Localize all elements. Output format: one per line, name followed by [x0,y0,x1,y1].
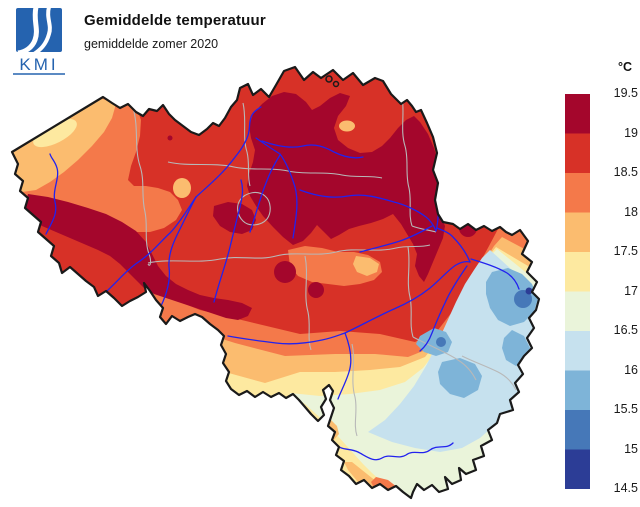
river-leie [99,196,197,298]
river-scheldt-lower [195,106,262,198]
temp-region-brabant-orange-patch [288,246,382,286]
legend-colorbar [565,94,590,489]
river-vesdre [470,258,520,290]
province-border-brussels-region [237,191,271,226]
temp-region-coast-light-orange [12,98,116,192]
river-meuse-liege-north [436,227,471,263]
legend-tick-19.5: 19.5 [613,86,638,100]
legend-swatch-15.5-16 [565,370,590,411]
river-dijle [279,153,298,239]
legend-tick-14.5: 14.5 [613,481,638,495]
legend-swatch-18.5-19 [565,133,590,174]
kmi-logo: KMI [13,6,65,75]
baarle-hertog-enclave-1 [325,75,333,83]
page-subtitle: gemiddelde zomer 2020 [84,37,219,51]
river-scheldt-upper [157,196,197,313]
legend-tick-16: 16 [624,363,638,377]
temp-region-flanders-light-orange-spot [173,178,191,198]
page-title: Gemiddelde temperatuur [84,12,266,29]
river-mehaigne [359,225,433,253]
province-border-namur-liege [407,246,414,338]
temp-region-brabant-light-orange-core [353,256,379,276]
river-sambre [227,332,346,345]
temp-region-navy-core-fagnes [525,287,533,295]
temp-region-coast-pale-yellow [33,118,77,148]
province-border-east-flanders-antwerp [242,102,251,187]
legend-tick-18: 18 [624,205,638,219]
province-border-west-east-flanders [132,107,152,266]
temp-region-navy-spot-west [436,337,446,347]
temp-region-dark-red-dot [167,135,173,141]
province-border-limburg-liege [411,225,437,233]
legend-tick-15: 15 [624,442,638,456]
river-demer [299,189,437,232]
kmi-logo-cut-left [17,6,39,56]
river-rupel [255,137,281,155]
river-ijzer [45,153,59,235]
temp-region-kempen-light-orange-spot [339,120,355,132]
river-dender [213,179,244,303]
legend-tick-17: 17 [624,284,638,298]
river-nete [261,140,364,159]
temp-region-dark-red-spot-gembloux [308,282,324,298]
rivers [45,106,520,461]
province-border-antwerp-brabant [167,161,383,179]
province-border-flanders-wallonia [147,244,431,264]
legend-tick-18.5: 18.5 [613,165,638,179]
river-senne [249,154,281,233]
province-border-namur-luxembourg [351,343,358,437]
temp-region-hautes-fagnes-mid-blue [486,268,538,326]
legend-tick-17.5: 17.5 [613,244,638,258]
temp-region-dark-red-west-band [24,194,252,320]
river-meuse-namur-liege [344,260,471,334]
province-border-hainaut-namur [304,255,312,351]
legend-tick-15.5: 15.5 [613,402,638,416]
legend-swatch-15-15.5 [565,410,590,450]
river-meuse-south [337,332,352,400]
legend-swatch-17.5-18 [565,212,590,253]
kmi-logo-cut-right [32,6,52,56]
legend-unit-label: °C [617,60,632,74]
baarle-hertog-enclave-2 [332,80,340,88]
kmi-logo-text: KMI [19,55,58,74]
legend-swatch-16.5-17 [565,291,590,332]
temp-region-mid-blue-south-blob [438,358,482,398]
legend-swatch-19-19.5 [565,94,590,134]
legend-swatch-18-18.5 [565,173,590,213]
legend-swatch-16-16.5 [565,331,590,371]
temp-region-dark-red-ronse-patch [213,202,256,234]
province-border-luxembourg-liege-east [461,355,517,391]
temp-region-mid-blue-west-blob [416,328,452,356]
temp-region-dark-red-central [247,92,445,282]
temp-region-dark-red-spot-south-brussels [274,261,296,283]
legend-tick-16.5: 16.5 [613,323,638,337]
legend-swatch-17-17.5 [565,252,590,292]
temp-region-navy-spot-fagnes [514,290,532,308]
legend-swatch-14.5-15 [565,449,590,489]
river-ourthe [419,265,468,352]
legend-tick-19: 19 [624,126,638,140]
